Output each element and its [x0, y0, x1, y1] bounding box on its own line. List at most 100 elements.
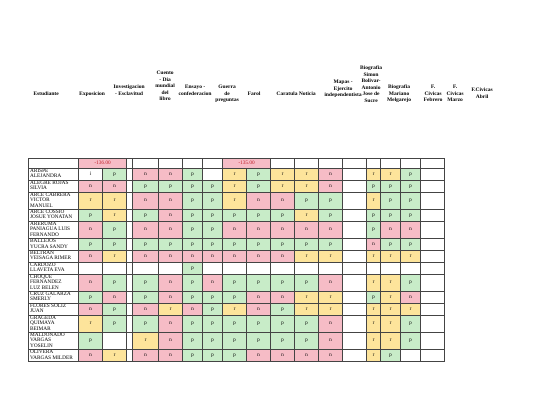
grade-cell: p [400, 273, 421, 293]
grade-cell: p [294, 314, 319, 334]
grade-cell: p [102, 273, 127, 293]
grade-cell: n [102, 291, 127, 304]
header-investigacion: Investigacion - Esclavitud [113, 84, 145, 97]
grade-cell: r [380, 302, 401, 316]
grade-cell: r [294, 168, 319, 181]
blank-cell [420, 158, 445, 169]
grade-cell: p [246, 273, 271, 293]
grade-cell: p [294, 331, 319, 351]
grade-cell: n [132, 349, 159, 363]
student-name: ARERUMA PANIAGUA LUIS FERNANDO [28, 220, 79, 240]
header-civicas-febrero: F. Civicas Febrero [423, 84, 443, 103]
grade-cell: r [222, 179, 247, 193]
grade-cell [380, 261, 401, 275]
grade-cell: n [78, 220, 103, 240]
grade-cell [78, 261, 103, 275]
student-row: MALDONADO VARGAS YOSELIN p r n p p p p p p n r r p [28, 331, 445, 351]
grade-cell: n [246, 302, 271, 316]
grade-cell: n [158, 209, 183, 222]
grade-cell: p [270, 209, 295, 222]
header-mapas: Mapas - Ejercito independentista [324, 79, 362, 98]
grade-cell: r [380, 331, 401, 351]
grade-cell: p [182, 220, 203, 240]
grade-cell: p [202, 314, 223, 334]
grade-cell: n [132, 250, 159, 263]
blank-cell [420, 238, 445, 251]
blank-cell [420, 291, 445, 304]
grade-cell [400, 261, 421, 275]
grade-cell: p [222, 331, 247, 351]
grade-cell: p [270, 331, 295, 351]
balance-second: -135.00 [222, 158, 271, 169]
grade-cell: n [400, 220, 421, 240]
grade-cell: n [294, 349, 319, 363]
grade-cell: p [400, 331, 421, 351]
grade-cell: p [400, 238, 421, 251]
grade-cell: n [246, 291, 271, 304]
grade-cell: n [318, 179, 343, 193]
grade-cell: r [318, 302, 343, 316]
grade-cell: r [102, 349, 127, 363]
grade-cell: r [294, 209, 319, 222]
blank-cell [420, 302, 445, 316]
grade-cell: p [400, 168, 421, 181]
gap-cell [342, 168, 367, 181]
grade-cell: p [318, 191, 343, 211]
student-name-line: VARGAS MILDER [30, 354, 73, 361]
grade-cell: p [202, 209, 223, 222]
grade-cell: n [132, 220, 159, 240]
grade-cell: p [380, 238, 401, 251]
gap-cell [342, 179, 367, 193]
grade-cell: p [380, 179, 401, 193]
grade-cell: n [78, 349, 103, 363]
student-name-line: ARERUMA [30, 221, 57, 227]
student-name-line: ARCE COSSIO [30, 209, 65, 216]
grade-cell: i [78, 168, 103, 181]
student-name-line: JOSUE YONATAN [30, 214, 73, 221]
grade-cell: p [400, 209, 421, 222]
grade-cell: r [366, 349, 381, 363]
student-row: GRAGEDA QUIMAYA BEIMAR r p p n p p p p p p n r r p [28, 314, 445, 334]
grade-cell: n [318, 220, 343, 240]
grade-cell: p [270, 273, 295, 293]
grade-cell: p [78, 291, 103, 304]
grade-cell: p [246, 238, 271, 251]
header-biografia-bolivar: Biografia Simon Bolivar- Antonio Jose de… [360, 65, 382, 104]
student-name-line: CRUZ GALARZA [30, 291, 71, 298]
grade-cell: p [202, 238, 223, 251]
grade-cell: p [380, 191, 401, 211]
student-name-line: MALDONADO [30, 332, 65, 338]
grade-cell: p [222, 314, 247, 334]
grade-cell: p [132, 209, 159, 222]
gap-cell [342, 291, 367, 304]
header-civicas-marzo: F. Civicas Marzo [446, 84, 464, 103]
blank-cell [420, 331, 445, 351]
student-name-line: GRAGEDA [30, 315, 56, 321]
grade-cell: p [182, 209, 203, 222]
grade-cell: r [366, 168, 381, 181]
grade-cell: p [132, 179, 159, 193]
balance-row: -136.00 -135.00 [28, 158, 445, 169]
grade-cell [318, 261, 343, 275]
grade-cell: p [78, 209, 103, 222]
grade-cell: n [78, 179, 103, 193]
grade-cell: p [222, 273, 247, 293]
grade-cell [102, 261, 127, 275]
student-name-line: BALLEJOS [30, 238, 56, 245]
blank-cell [132, 158, 159, 169]
grade-cell: n [318, 168, 343, 181]
student-row: CRUZ GALARZA SMERLY p n p n p p p n n r r p r n [28, 291, 445, 304]
grade-cell: r [366, 250, 381, 263]
grade-cell: n [246, 220, 271, 240]
grade-cell: r [400, 302, 421, 316]
gap-cell [342, 209, 367, 222]
gap-cell [342, 250, 367, 263]
student-name: BELTRAN VEISAGA RIMER [28, 250, 79, 263]
student-name-line: BEIMAR [30, 325, 51, 332]
grade-cell: p [182, 314, 203, 334]
header-estudiante: Estudiante [33, 91, 59, 97]
grade-cell: p [270, 238, 295, 251]
grade-cell [102, 331, 127, 351]
blank-cell [420, 191, 445, 211]
gap-cell [366, 158, 381, 169]
